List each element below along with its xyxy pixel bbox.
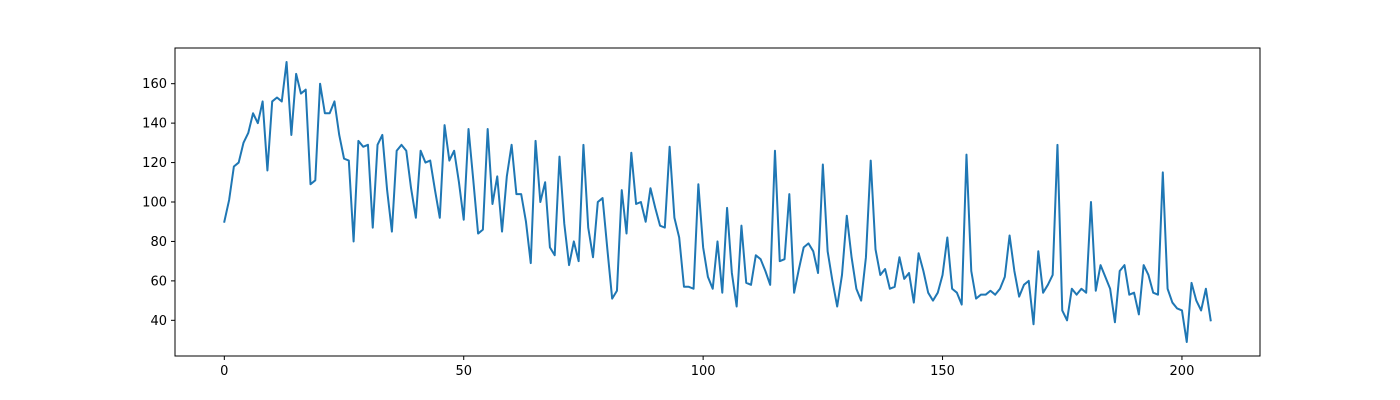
x-tick-label: 200 [1170, 364, 1195, 379]
y-tick-label: 80 [150, 235, 167, 250]
y-tick-label: 120 [142, 156, 167, 171]
y-tick-label: 160 [142, 77, 167, 92]
plot-area [223, 61, 1212, 343]
x-tick-label: 50 [455, 364, 472, 379]
y-tick-label: 140 [142, 117, 167, 132]
y-tick-label: 100 [142, 196, 167, 211]
x-tick-label: 150 [930, 364, 955, 379]
y-axis-ticks: 40 60 80 100 120 140 160 [142, 77, 175, 329]
y-tick-label: 60 [150, 274, 167, 289]
x-axis-ticks: 0 50 100 150 200 [220, 356, 1194, 379]
y-tick-label: 40 [150, 314, 167, 329]
x-tick-label: 100 [691, 364, 716, 379]
axes-frame [174, 47, 1261, 357]
series-line-0 [223, 61, 1212, 343]
x-tick-label: 0 [220, 364, 228, 379]
